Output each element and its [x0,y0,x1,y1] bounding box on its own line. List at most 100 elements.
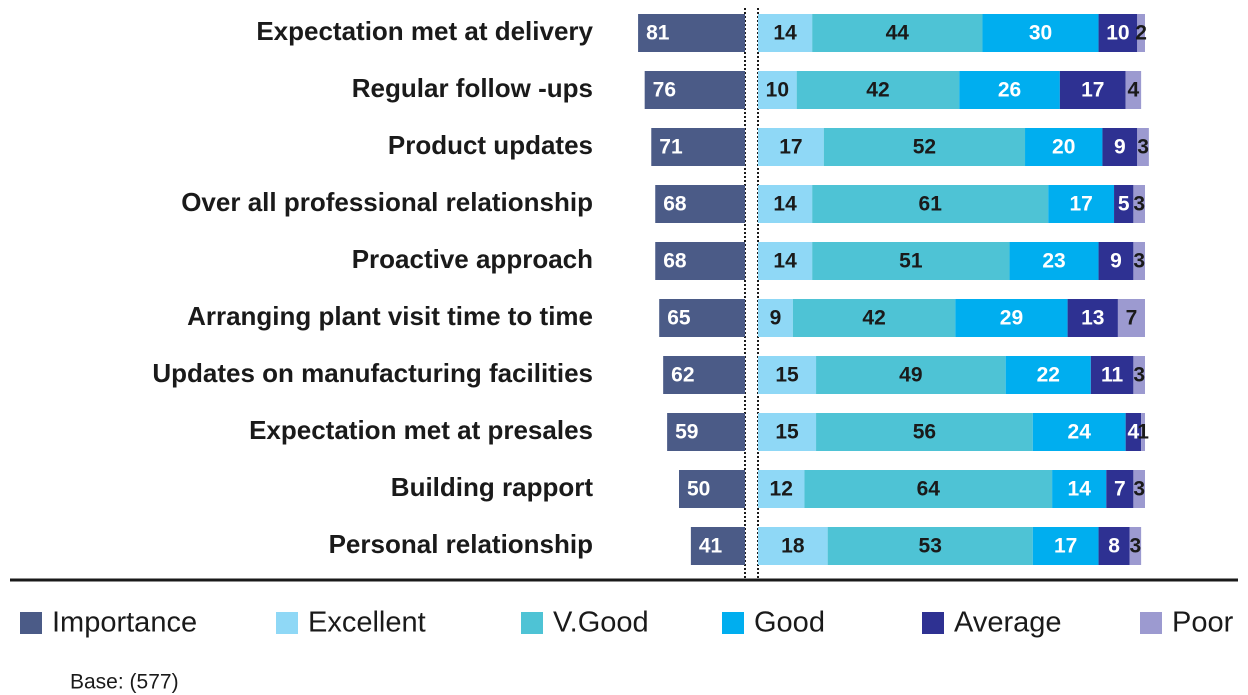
bar-segment [1125,71,1142,109]
legend-swatch [521,612,543,634]
data-label: 56 [913,421,936,444]
data-label: 59 [675,421,698,444]
bar-segment [812,242,1010,280]
data-label: 64 [917,478,941,501]
bar-segment [659,299,745,337]
bar-segment [1129,527,1142,565]
data-label: 50 [687,478,710,501]
data-label: 3 [1133,478,1145,501]
bar-segment [651,128,745,166]
data-label: 15 [775,421,799,444]
bar-segment [679,470,745,508]
data-label: 5 [1118,193,1130,216]
bar-segment [1032,413,1126,451]
data-label: 4 [1128,421,1140,444]
data-label: 2 [1135,22,1147,45]
data-label: 76 [653,79,676,102]
data-label: 26 [998,79,1021,102]
data-label: 10 [1106,22,1129,45]
data-label: 4 [1128,79,1140,102]
legend-swatch [922,612,944,634]
data-label: 14 [773,22,797,45]
bar-segment [655,242,745,280]
data-label: 51 [899,250,923,273]
bar-segment [758,14,813,52]
data-label: 3 [1133,193,1145,216]
legend-label: V.Good [553,607,649,639]
bar-segment [816,413,1033,451]
bar-segment [663,356,745,394]
bar-segment [812,14,983,52]
data-label: 68 [663,193,687,216]
legend-label: Importance [52,607,197,639]
data-label: 49 [899,364,922,387]
data-label: 62 [671,364,694,387]
bar-segment [1125,413,1142,451]
bar-segment [638,14,745,52]
data-label: 41 [699,535,723,558]
data-label: 13 [1081,307,1104,330]
bar-segment [1141,413,1145,451]
data-label: 44 [886,22,910,45]
bar-segment [1032,527,1099,565]
legend-label: Excellent [308,607,426,639]
bar-segment [655,185,745,223]
bar-segment [758,413,817,451]
bar-segment [1133,185,1145,223]
bar-segment [1114,185,1134,223]
data-label: 24 [1068,421,1092,444]
bar-segment [816,356,1006,394]
data-label: 17 [1054,535,1077,558]
category-label: Personal relationship [329,529,593,559]
data-label: 17 [1081,79,1104,102]
data-label: 7 [1126,307,1138,330]
data-label: 17 [1069,193,1092,216]
data-label: 22 [1037,364,1060,387]
data-label: 9 [1110,250,1122,273]
data-label: 17 [779,136,802,159]
bar-segment [792,299,956,337]
category-label: Expectation met at delivery [256,16,593,46]
data-label: 18 [781,535,805,558]
data-label: 1 [1137,421,1149,444]
legend-swatch [276,612,298,634]
category-label: Expectation met at presales [249,415,593,445]
bar-segment [804,470,1053,508]
data-label: 65 [667,307,691,330]
bar-segment [1052,470,1107,508]
data-label: 3 [1133,250,1145,273]
data-label: 71 [659,136,683,159]
bar-segment [982,14,1099,52]
legend-swatch [20,612,42,634]
bar-segment [1009,242,1099,280]
bar-segment [796,71,960,109]
bar-segment [1098,527,1130,565]
bar-segment [1137,128,1149,166]
bar-segment [1102,128,1138,166]
data-label: 20 [1052,136,1075,159]
bar-segment [1133,470,1145,508]
bar-segment [1098,14,1138,52]
data-label: 30 [1029,22,1052,45]
bar-segment [812,185,1049,223]
data-label: 11 [1101,364,1124,387]
bar-segment [1005,356,1091,394]
legend-swatch [1140,612,1162,634]
data-label: 81 [646,22,670,45]
data-label: 9 [770,307,782,330]
data-label: 42 [866,79,889,102]
bar-segment [1025,128,1103,166]
data-label: 23 [1042,250,1065,273]
data-label: 42 [862,307,885,330]
data-label: 14 [773,193,797,216]
bar-segment [758,527,828,565]
data-label: 3 [1133,364,1145,387]
data-label: 61 [919,193,943,216]
category-label: Arranging plant visit time to time [187,301,593,331]
bar-segment [827,527,1033,565]
bar-segment [1090,356,1134,394]
category-label: Regular follow -ups [352,73,593,103]
category-label: Updates on manufacturing facilities [152,358,593,388]
data-label: 9 [1114,136,1126,159]
